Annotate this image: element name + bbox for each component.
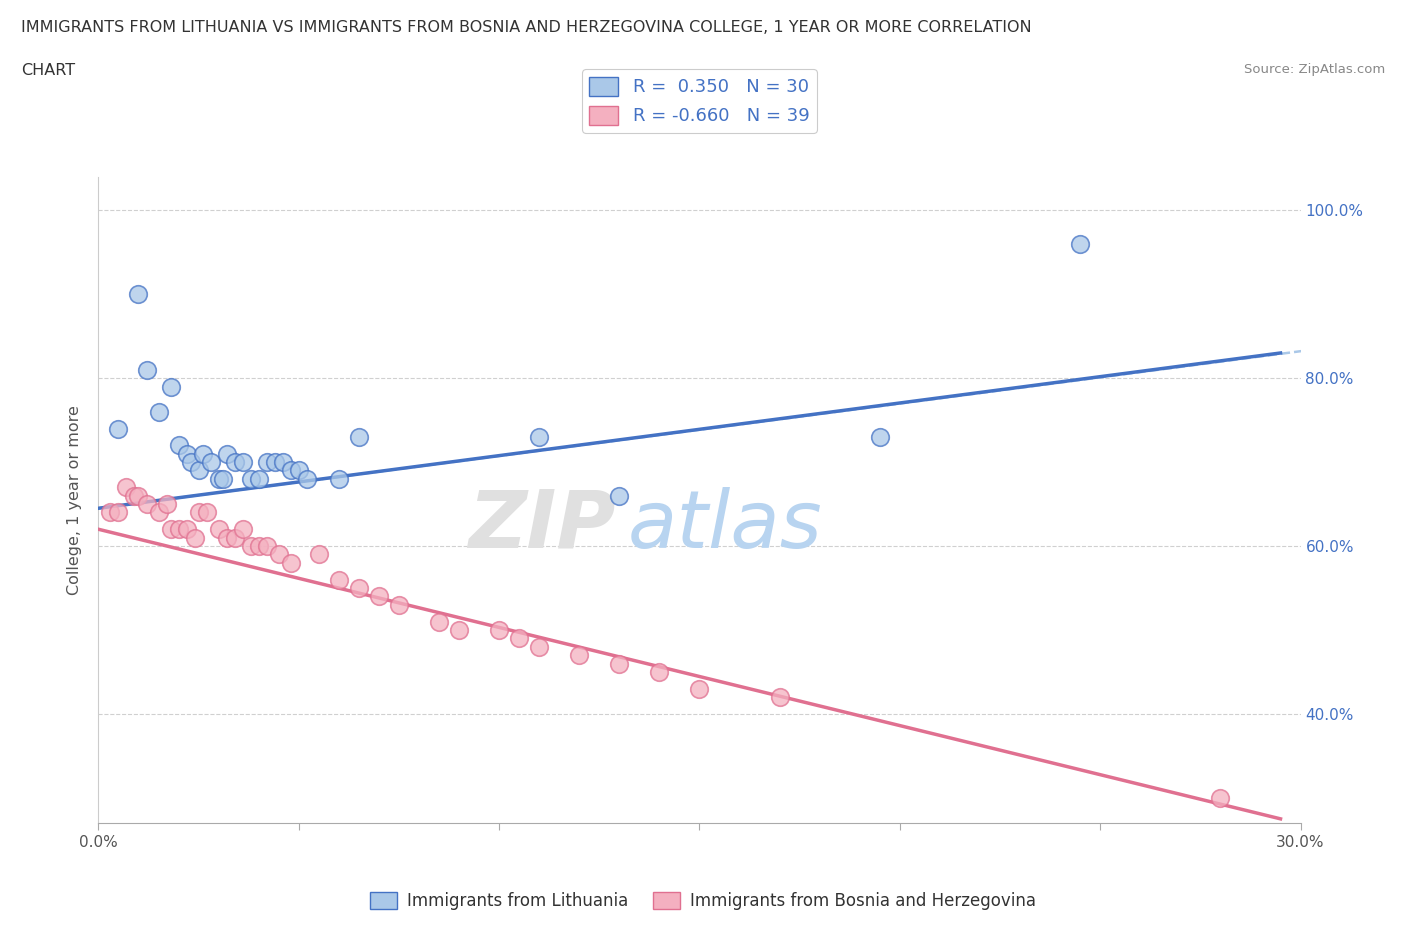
Point: [609, 657, 631, 671]
Point: [107, 421, 129, 436]
Point: [100, 505, 122, 520]
Point: [308, 547, 330, 562]
Point: [224, 455, 246, 470]
Point: [211, 472, 233, 486]
Point: [368, 589, 391, 604]
Point: [267, 547, 290, 562]
Text: IMMIGRANTS FROM LITHUANIA VS IMMIGRANTS FROM BOSNIA AND HERZEGOVINA COLLEGE, 1 Y: IMMIGRANTS FROM LITHUANIA VS IMMIGRANTS …: [21, 20, 1032, 35]
Point: [280, 463, 302, 478]
Point: [609, 488, 631, 503]
Point: [124, 488, 146, 503]
Point: [167, 522, 190, 537]
Point: [128, 488, 150, 503]
Point: [280, 555, 302, 570]
Point: [128, 286, 150, 301]
Point: [648, 665, 671, 680]
Point: [1069, 236, 1091, 251]
Point: [208, 472, 231, 486]
Point: [769, 690, 792, 705]
Point: [167, 438, 190, 453]
Point: [215, 446, 238, 461]
Point: [180, 455, 202, 470]
Point: [256, 538, 278, 553]
Legend: R =  0.350   N = 30, R = -0.660   N = 39: R = 0.350 N = 30, R = -0.660 N = 39: [582, 70, 817, 133]
Point: [239, 538, 262, 553]
Point: [135, 363, 157, 378]
Point: [388, 597, 411, 612]
Point: [689, 682, 711, 697]
Point: [148, 405, 170, 419]
Point: [328, 572, 350, 587]
Point: [176, 522, 198, 537]
Point: [568, 647, 591, 662]
Text: atlas: atlas: [627, 486, 823, 565]
Point: [1209, 790, 1232, 805]
Text: ZIP: ZIP: [468, 486, 616, 565]
Point: [187, 463, 209, 478]
Point: [195, 505, 218, 520]
Y-axis label: College, 1 year or more: College, 1 year or more: [67, 405, 83, 595]
Point: [263, 455, 285, 470]
Point: [488, 622, 510, 637]
Point: [107, 505, 129, 520]
Point: [232, 455, 254, 470]
Point: [176, 446, 198, 461]
Point: [247, 472, 270, 486]
Point: [247, 538, 270, 553]
Point: [508, 631, 530, 645]
Point: [347, 580, 370, 595]
Point: [529, 639, 551, 654]
Point: [271, 455, 294, 470]
Point: [347, 430, 370, 445]
Point: [191, 446, 214, 461]
Text: CHART: CHART: [21, 63, 75, 78]
Point: [135, 497, 157, 512]
Point: [215, 530, 238, 545]
Point: [869, 430, 891, 445]
Point: [187, 505, 209, 520]
Point: [200, 455, 222, 470]
Point: [224, 530, 246, 545]
Point: [529, 430, 551, 445]
Point: [159, 379, 181, 394]
Point: [159, 522, 181, 537]
Point: [256, 455, 278, 470]
Point: [232, 522, 254, 537]
Point: [288, 463, 311, 478]
Legend: Immigrants from Lithuania, Immigrants from Bosnia and Herzegovina: Immigrants from Lithuania, Immigrants fr…: [364, 885, 1042, 917]
Point: [155, 497, 177, 512]
Point: [328, 472, 350, 486]
Point: [447, 622, 470, 637]
Text: Source: ZipAtlas.com: Source: ZipAtlas.com: [1244, 63, 1385, 76]
Point: [295, 472, 318, 486]
Point: [239, 472, 262, 486]
Point: [115, 480, 138, 495]
Point: [148, 505, 170, 520]
Point: [208, 522, 231, 537]
Point: [183, 530, 205, 545]
Point: [427, 614, 450, 629]
